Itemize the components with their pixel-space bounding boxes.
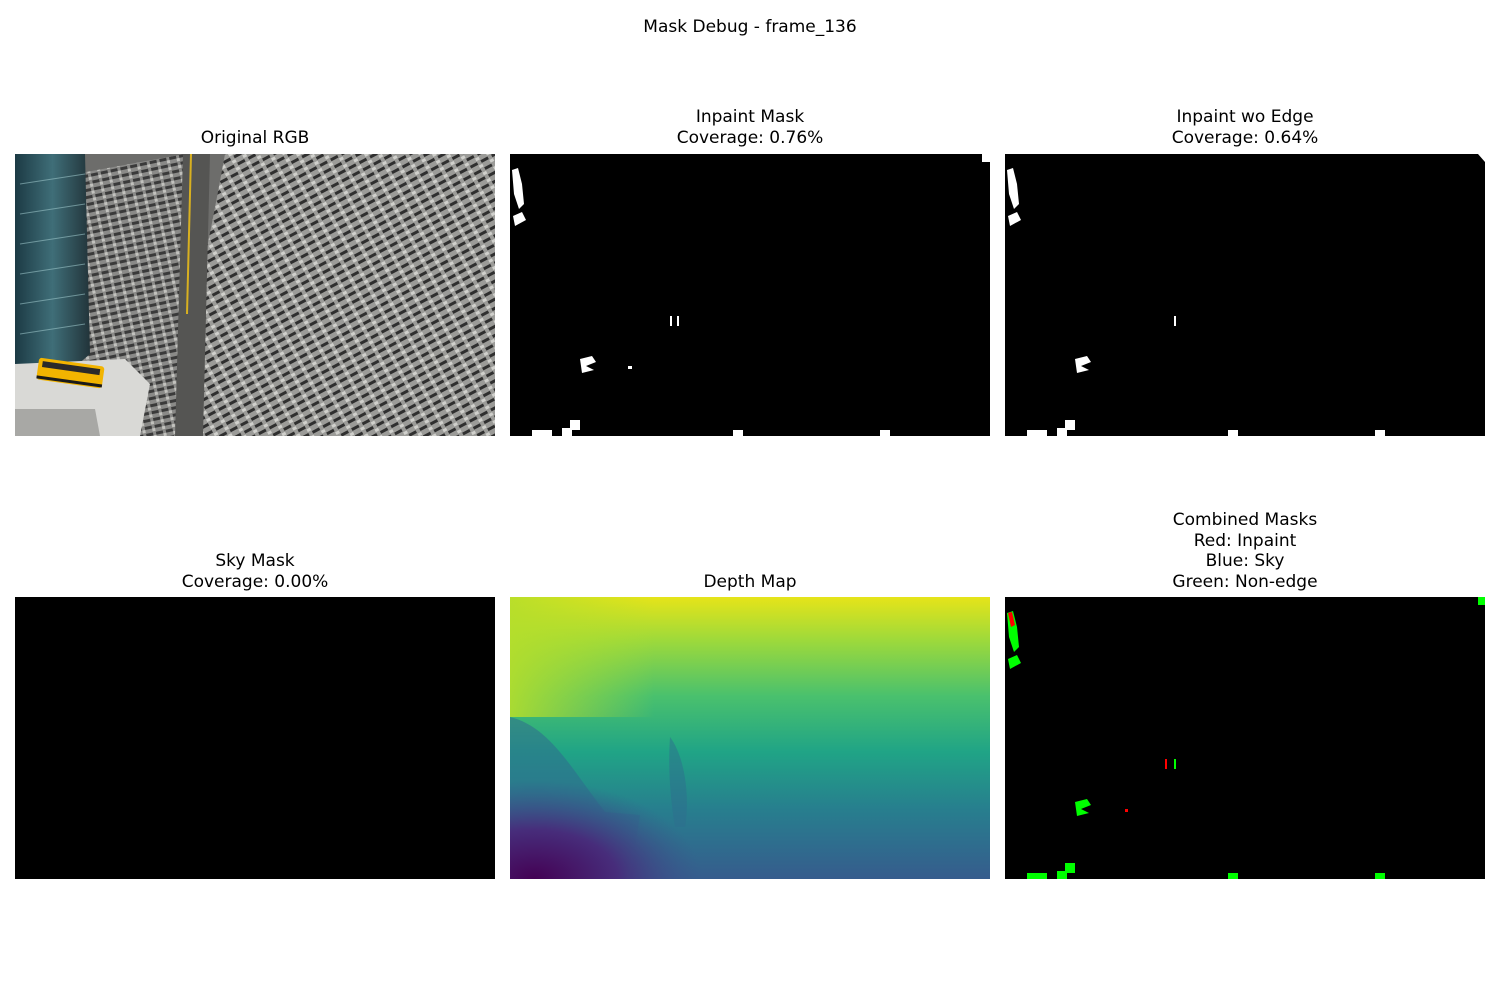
title-line: Depth Map <box>703 572 797 592</box>
legend-line-inpaint: Red: Inpaint <box>1193 530 1297 551</box>
coverage-label: Coverage: 0.00% <box>181 571 329 592</box>
panel-title-depth-map: Depth Map <box>510 572 990 593</box>
panel-sky-mask <box>15 597 495 879</box>
panel-combined-masks <box>1005 597 1485 879</box>
coverage-label: Coverage: 0.64% <box>1171 127 1319 148</box>
panel-inpaint-wo-edge <box>1005 154 1485 436</box>
panel-depth-map <box>510 597 990 879</box>
panel-title-sky-mask: Sky Mask Coverage: 0.00% <box>15 551 495 592</box>
panel-inpaint-mask <box>510 154 990 436</box>
original-rgb-image <box>15 154 495 436</box>
figure-suptitle: Mask Debug - frame_136 <box>643 17 857 37</box>
inpaint-wo-edge-image <box>1005 154 1485 436</box>
title-line: Original RGB <box>200 128 310 148</box>
panel-title-inpaint-wo-edge: Inpaint wo Edge Coverage: 0.64% <box>1005 107 1485 148</box>
panel-title-original-rgb: Original RGB <box>15 128 495 149</box>
combined-masks-image <box>1005 597 1485 879</box>
title-line: Sky Mask <box>215 551 295 571</box>
legend-line-sky: Blue: Sky <box>1205 551 1285 572</box>
panel-title-inpaint-mask: Inpaint Mask Coverage: 0.76% <box>510 107 990 148</box>
title-line: Inpaint wo Edge <box>1176 107 1314 127</box>
panel-title-combined-masks: Combined Masks Red: Inpaint Blue: Sky Gr… <box>1005 510 1485 593</box>
legend-line-non-edge: Green: Non-edge <box>1172 572 1318 593</box>
panel-original-rgb <box>15 154 495 436</box>
sky-mask-image <box>15 597 495 879</box>
title-line: Inpaint Mask <box>695 107 805 127</box>
school-bus <box>36 357 105 389</box>
coverage-label: Coverage: 0.76% <box>676 127 824 148</box>
depth-map-image <box>510 597 990 879</box>
title-line: Combined Masks <box>1172 510 1318 530</box>
inpaint-mask-image <box>510 154 990 436</box>
